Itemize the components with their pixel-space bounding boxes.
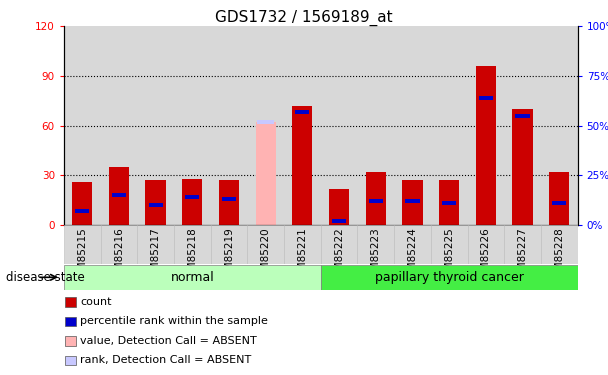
Text: normal: normal xyxy=(170,271,214,284)
Text: papillary thyroid cancer: papillary thyroid cancer xyxy=(375,271,523,284)
Bar xyxy=(219,180,239,225)
Text: count: count xyxy=(80,297,112,307)
Text: GSM85226: GSM85226 xyxy=(481,227,491,284)
Bar xyxy=(284,26,321,225)
Bar xyxy=(504,26,541,225)
Text: GDS1732 / 1569189_at: GDS1732 / 1569189_at xyxy=(215,9,393,26)
Text: rank, Detection Call = ABSENT: rank, Detection Call = ABSENT xyxy=(80,356,252,365)
Bar xyxy=(439,180,459,225)
Bar xyxy=(402,180,423,225)
Bar xyxy=(332,219,346,223)
Bar xyxy=(64,26,100,225)
Bar xyxy=(145,180,165,225)
Bar xyxy=(148,203,163,207)
Bar xyxy=(406,200,420,203)
Bar xyxy=(365,172,386,225)
Bar xyxy=(174,26,210,225)
Bar xyxy=(210,225,247,264)
Bar xyxy=(442,201,456,205)
Text: GSM85216: GSM85216 xyxy=(114,227,124,284)
Bar xyxy=(257,120,274,124)
Bar xyxy=(516,114,530,117)
Bar xyxy=(72,182,92,225)
Bar xyxy=(222,197,236,201)
Bar xyxy=(137,26,174,225)
Bar xyxy=(284,225,321,264)
Text: GSM85215: GSM85215 xyxy=(77,227,87,284)
Bar xyxy=(255,122,276,225)
Bar xyxy=(292,106,313,225)
Bar xyxy=(552,201,566,205)
Bar xyxy=(247,26,284,225)
Text: GSM85223: GSM85223 xyxy=(371,227,381,284)
Text: GSM85219: GSM85219 xyxy=(224,227,234,284)
Text: GSM85227: GSM85227 xyxy=(517,227,528,284)
Text: GSM85221: GSM85221 xyxy=(297,227,308,284)
Text: disease state: disease state xyxy=(6,271,85,284)
Bar xyxy=(247,225,284,264)
Bar xyxy=(513,109,533,225)
Bar xyxy=(112,194,126,197)
Text: value, Detection Call = ABSENT: value, Detection Call = ABSENT xyxy=(80,336,257,346)
Text: GSM85228: GSM85228 xyxy=(554,227,564,284)
Text: percentile rank within the sample: percentile rank within the sample xyxy=(80,316,268,326)
Bar xyxy=(549,172,569,225)
Bar xyxy=(185,195,199,199)
Bar xyxy=(541,26,578,225)
Bar xyxy=(541,225,578,264)
Bar xyxy=(210,26,247,225)
Text: GSM85224: GSM85224 xyxy=(407,227,418,284)
Bar xyxy=(64,225,100,264)
Bar xyxy=(468,26,504,225)
Text: GSM85225: GSM85225 xyxy=(444,227,454,284)
Bar xyxy=(478,96,493,100)
Bar xyxy=(358,225,394,264)
Bar xyxy=(431,225,468,264)
Bar xyxy=(468,225,504,264)
Bar xyxy=(182,178,202,225)
Bar xyxy=(329,189,349,225)
Bar xyxy=(431,26,468,225)
Bar xyxy=(321,225,358,264)
Text: GSM85217: GSM85217 xyxy=(151,227,161,284)
Bar xyxy=(174,225,210,264)
Bar xyxy=(295,110,309,114)
Bar xyxy=(75,209,89,213)
Bar xyxy=(137,225,174,264)
Text: GSM85218: GSM85218 xyxy=(187,227,197,284)
Bar xyxy=(358,26,394,225)
Bar xyxy=(100,225,137,264)
Text: GSM85220: GSM85220 xyxy=(261,227,271,284)
Bar xyxy=(64,265,321,290)
Bar xyxy=(476,66,496,225)
Bar xyxy=(100,26,137,225)
Text: GSM85222: GSM85222 xyxy=(334,227,344,284)
Bar xyxy=(504,225,541,264)
Bar xyxy=(109,167,129,225)
Bar xyxy=(321,265,578,290)
Bar xyxy=(321,26,358,225)
Bar xyxy=(368,200,383,203)
Bar xyxy=(394,225,431,264)
Bar xyxy=(394,26,431,225)
